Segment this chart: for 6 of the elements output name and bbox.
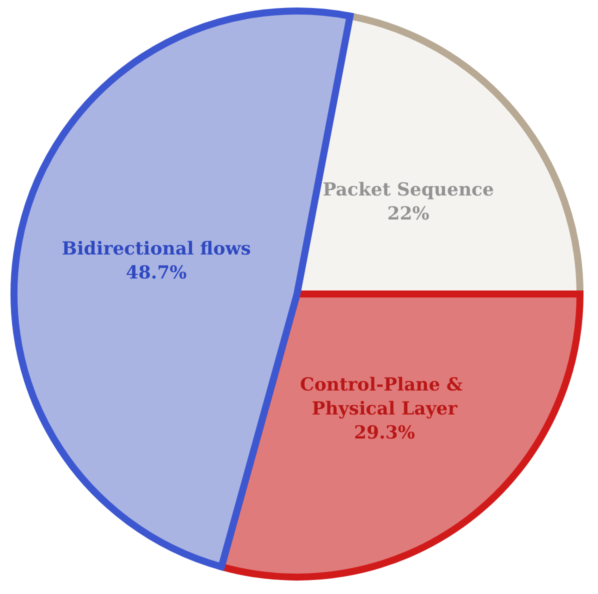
- data-label: 29.3%: [354, 422, 415, 444]
- slice-label: Control-Plane & Physical Layer: [300, 374, 469, 420]
- slice-label: Bidirectional flows: [62, 238, 251, 260]
- slice-label: Packet Sequence: [322, 179, 494, 200]
- data-label: 22%: [387, 203, 430, 224]
- data-label: 48.7%: [126, 262, 187, 284]
